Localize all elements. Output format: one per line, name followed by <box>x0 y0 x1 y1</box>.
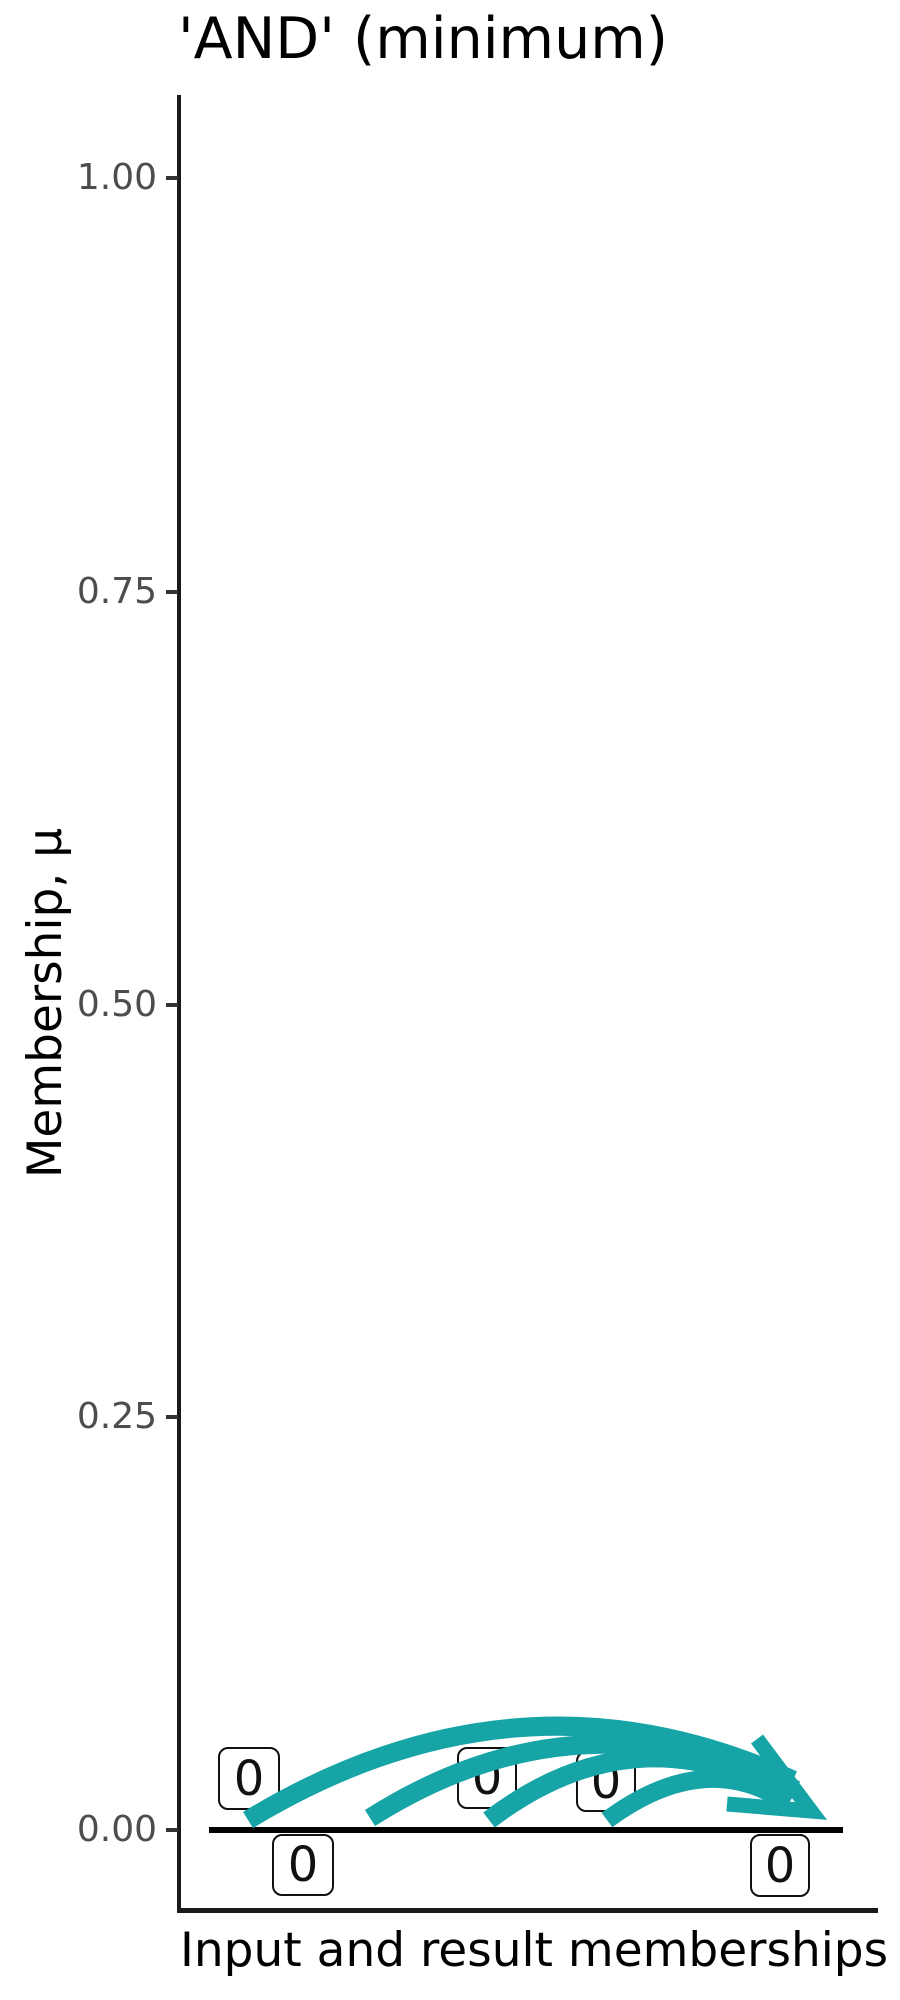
membership-label-value: 0 <box>471 1750 503 1806</box>
membership-label-value: 0 <box>233 1750 265 1807</box>
membership-label-box-input-2: 0 <box>272 1834 334 1896</box>
y-tick-label-1.00: 1.00 <box>76 157 157 198</box>
y-tick-label-0.00: 0.00 <box>76 1809 157 1850</box>
x-axis-line <box>177 1908 878 1913</box>
membership-label-box-input-3: 0 <box>457 1747 517 1809</box>
y-tick-mark-0.50 <box>166 1003 178 1007</box>
membership-label-value: 0 <box>590 1753 622 1810</box>
y-axis-line <box>177 95 181 1913</box>
y-tick-mark-0.00 <box>166 1828 178 1832</box>
membership-label-value: 0 <box>764 1837 796 1894</box>
membership-label-value: 0 <box>287 1837 319 1893</box>
x-axis-title: Input and result memberships <box>180 1923 889 1978</box>
min-arrow-arc-3 <box>483 1748 797 1828</box>
y-tick-label-0.50: 0.50 <box>76 984 157 1025</box>
arrowhead-icon <box>726 1734 828 1820</box>
membership-label-box-input-1: 0 <box>218 1747 280 1810</box>
y-tick-mark-1.00 <box>166 176 178 180</box>
chart-title: 'AND' (minimum) <box>178 6 668 72</box>
y-tick-mark-0.25 <box>166 1415 178 1419</box>
membership-label-box-result: 0 <box>750 1834 810 1897</box>
y-tick-mark-0.75 <box>166 590 178 594</box>
membership-label-box-input-4: 0 <box>576 1751 636 1812</box>
zero-membership-baseline <box>209 1827 843 1833</box>
y-tick-label-0.75: 0.75 <box>76 571 157 612</box>
min-arrow-arc-1 <box>243 1716 797 1829</box>
y-tick-label-0.25: 0.25 <box>76 1396 157 1437</box>
